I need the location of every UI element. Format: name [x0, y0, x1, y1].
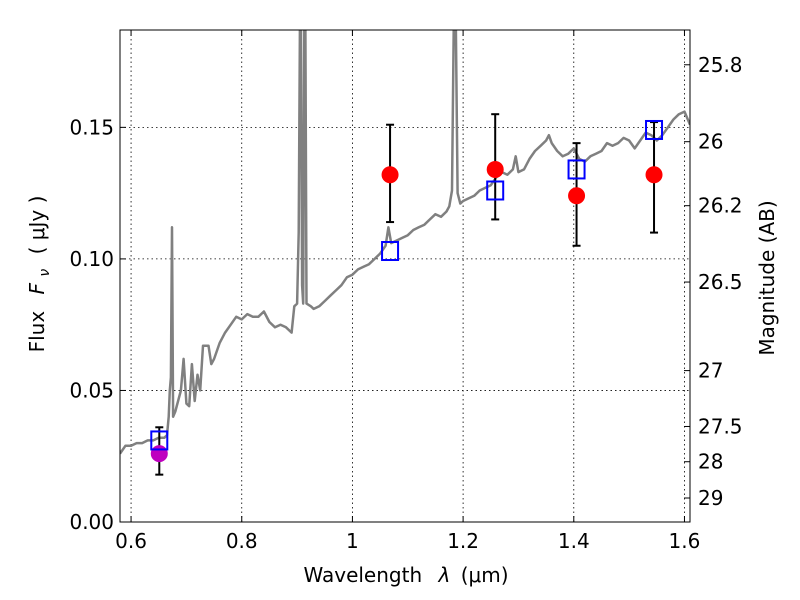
y2-tick-label: 27 — [698, 359, 723, 383]
data-point-circle — [645, 166, 663, 184]
y2-tick-label: 26.5 — [698, 270, 743, 294]
y2-tick-label: 27.5 — [698, 414, 743, 438]
data-point-circle — [150, 445, 168, 463]
y-axis-title-unit: ( μJy ) — [25, 196, 49, 255]
data-point-square — [381, 241, 400, 262]
grid-lines — [120, 30, 690, 522]
y2-tick-label: 28 — [698, 450, 723, 474]
x-axis-title-word: Wavelength — [303, 563, 422, 587]
data-point-circle — [381, 166, 399, 184]
y-axis-title-symbol: F — [25, 282, 49, 294]
plot-clipped — [120, 30, 690, 476]
x-axis-title: Wavelength λ (μm) — [303, 563, 508, 587]
x-tick-label: 0.6 — [115, 529, 147, 553]
axes-frame — [119, 29, 691, 523]
y-tick-label: 0.15 — [69, 115, 114, 139]
spectrum-line — [120, 30, 690, 455]
data-point-square — [150, 430, 169, 451]
x-axis-title-unit: (μm) — [461, 563, 509, 587]
y2-tick-label: 26.2 — [698, 194, 743, 218]
x-tick-label: 1 — [346, 529, 359, 553]
x-tick-label: 1.2 — [447, 529, 479, 553]
y-axis-title-word: Flux — [25, 311, 49, 353]
y-tick-label: 0.10 — [69, 247, 114, 271]
x-axis-title-symbol: λ — [438, 563, 451, 587]
data-point-square — [567, 159, 586, 180]
y2-tick-label: 26 — [698, 130, 723, 154]
y2-tick-label: 25.8 — [698, 53, 743, 77]
y-tick-label: 0.00 — [69, 510, 114, 534]
y-axis-title-subscript: ν — [37, 269, 53, 277]
data-point-circle — [568, 187, 586, 205]
y2-axis-title-group: Magnitude (AB) — [755, 200, 779, 355]
y2-axis-title: Magnitude (AB) — [755, 200, 779, 355]
y-tick-label: 0.05 — [69, 378, 114, 402]
plot-area — [120, 30, 690, 476]
x-tick-label: 1.6 — [669, 529, 701, 553]
data-point-circle — [486, 160, 504, 178]
y-axis-title-group: Flux F ν ( μJy ) — [25, 196, 54, 353]
y-axis-title: Flux F ν ( μJy ) — [25, 196, 54, 353]
y2-tick-label: 29 — [698, 486, 723, 510]
x-tick-label: 0.8 — [226, 529, 258, 553]
x-tick-label: 1.4 — [558, 529, 590, 553]
data-point-square — [645, 119, 664, 140]
ticks: 0.6 0.8 1 1.2 1.4 1.6 0.00 0.05 0.10 0.15 25.8 26 26… — [69, 30, 743, 553]
data-point-square — [486, 180, 505, 201]
